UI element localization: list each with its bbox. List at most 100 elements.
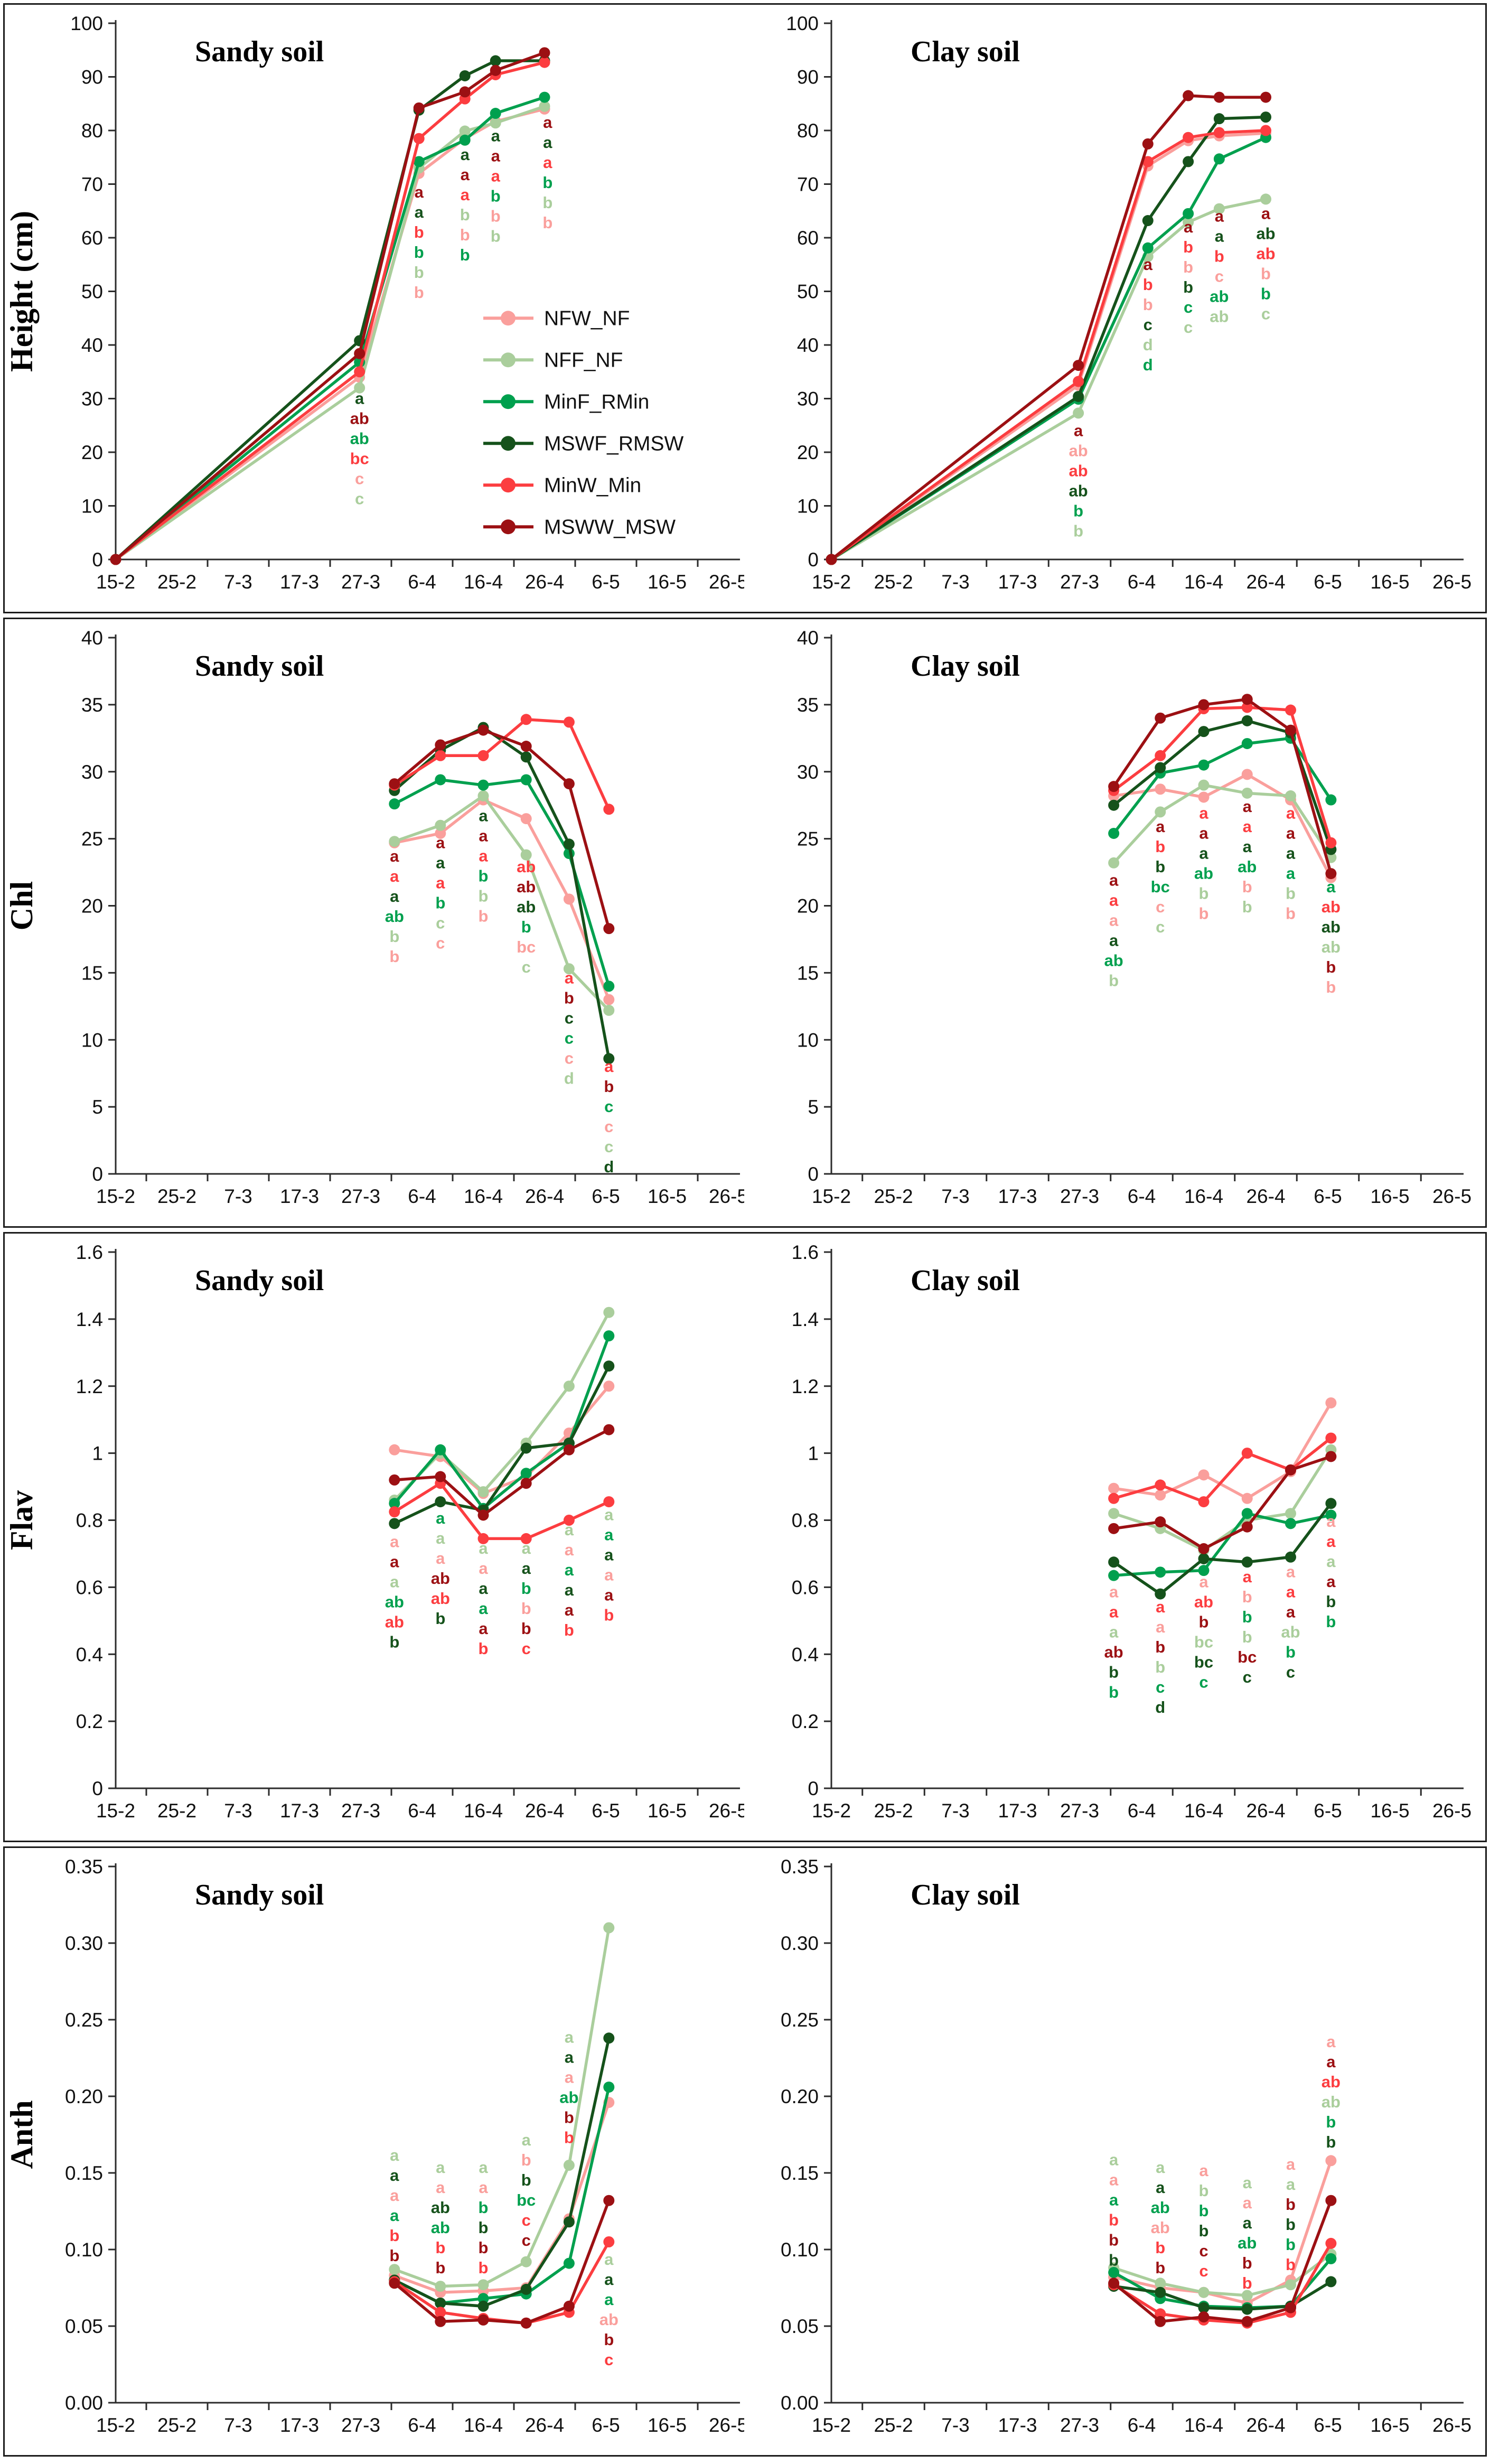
sig-letter: b <box>1109 2230 1119 2249</box>
y-tick-label: 30 <box>797 761 819 782</box>
sig-letter: ab <box>559 2088 578 2106</box>
y-tick-label: 35 <box>797 694 819 715</box>
x-tick-label: 16-4 <box>464 571 503 593</box>
series-marker-MinF <box>459 134 471 146</box>
sig-letter: a <box>604 2250 614 2269</box>
sig-letter: c <box>604 2350 613 2369</box>
sig-letter: b <box>1326 978 1336 996</box>
sig-letter: c <box>1184 318 1193 336</box>
sig-letter: c <box>1199 2261 1208 2280</box>
series-marker-MinF <box>389 798 400 809</box>
sig-letter: b <box>1199 2201 1209 2219</box>
sig-letter: b <box>1073 521 1083 540</box>
y-tick-label: 0.6 <box>792 1576 819 1598</box>
series-marker-MSWF <box>477 2300 489 2312</box>
legend-marker-icon <box>501 394 516 409</box>
sig-letter: ab <box>1322 938 1341 956</box>
sig-letter: b <box>491 186 501 205</box>
sig-letter: ab <box>1256 224 1275 242</box>
sig-letter: b <box>1286 2235 1296 2254</box>
series-marker-MSWW <box>1198 2311 1210 2322</box>
sig-letter: d <box>604 1158 614 1176</box>
series-marker-MSWF <box>603 1360 615 1371</box>
sig-letter: a <box>1109 1582 1119 1601</box>
series-line-NFW <box>393 798 611 1001</box>
series-marker-MinW <box>477 1533 489 1544</box>
x-tick-label: 6-5 <box>1314 1186 1342 1207</box>
x-tick-label: 26-5 <box>709 2414 744 2436</box>
sig-letter: a <box>1286 1602 1296 1621</box>
sig-letter: b <box>604 1077 614 1096</box>
sig-letter: a <box>565 1581 574 1599</box>
x-tick-label: 16-5 <box>648 1800 687 1822</box>
x-tick-label: 25-2 <box>874 2414 913 2436</box>
sig-letter: b <box>389 927 399 945</box>
sig-letter: a <box>543 153 552 171</box>
series-line-MSWW <box>393 2198 611 2325</box>
sig-letter: a <box>479 1619 488 1637</box>
series-marker-MSWW <box>1155 2316 1166 2327</box>
series-marker-MSWF <box>1108 799 1120 811</box>
sig-letter: c <box>1156 917 1165 936</box>
panel-title: Sandy soil <box>195 1264 324 1297</box>
sig-letter: a <box>1326 1552 1336 1571</box>
sig-letter: b <box>414 283 424 301</box>
sig-letter: a <box>565 2048 574 2066</box>
sig-letter: c <box>1199 2241 1208 2260</box>
series-line-MinF <box>393 1334 611 1510</box>
sig-letter: ab <box>1069 481 1088 500</box>
x-tick-label: 17-3 <box>998 1186 1037 1207</box>
panel-title: Sandy soil <box>195 650 324 683</box>
sig-letter: b <box>1155 1637 1165 1656</box>
series-marker-MinF <box>1198 1564 1210 1576</box>
sig-letter: ab <box>1210 287 1229 305</box>
sig-letter: a <box>1199 2161 1208 2179</box>
chart-panel-anth-sandy: 0.00 0.05 0.10 0.15 0.20 0.25 0.30 0.35 15-2 25-2… <box>5 1856 744 2436</box>
x-tick-label: 16-4 <box>1184 1800 1223 1822</box>
sig-letter: ab <box>1322 2073 1341 2091</box>
sig-letter: b <box>1155 2258 1165 2277</box>
y-tick-label: 25 <box>797 828 819 850</box>
sig-letter: b <box>1242 1627 1252 1646</box>
y-tick-label: 30 <box>797 388 819 409</box>
sig-letter: c <box>522 2210 531 2229</box>
series-marker-MinW <box>603 2236 615 2247</box>
x-tick-label: 7-3 <box>941 1186 969 1207</box>
sig-letter: a <box>1156 2178 1165 2197</box>
series-marker-MSWF <box>563 838 575 850</box>
sig-letter: a <box>1199 844 1208 862</box>
series-line-MSWW <box>393 728 611 930</box>
sig-letter: a <box>565 2068 574 2086</box>
chart-panel-height-clay: 0 10 20 30 40 50 60 70 80 90 100 15-2 25-2 7-3 17-3 27-… <box>786 13 1472 593</box>
x-tick-label: 6-5 <box>1314 571 1342 593</box>
sig-letter: b <box>479 1639 489 1657</box>
legend-marker-icon <box>501 519 516 534</box>
x-tick-label: 25-2 <box>874 1800 913 1822</box>
sig-letter: a <box>1326 1532 1336 1551</box>
series-marker-MSWW <box>435 739 446 750</box>
sig-letter: b <box>564 2108 574 2126</box>
series-marker-MSWW <box>603 2195 615 2206</box>
sig-letter: a <box>604 1505 614 1524</box>
y-tick-label: 10 <box>797 1029 819 1051</box>
y-tick-label: 40 <box>797 627 819 649</box>
series-marker-MSWF <box>1155 1588 1166 1600</box>
legend-item-NFW: NFW_NF <box>483 307 630 330</box>
series-marker-MinW <box>520 713 532 725</box>
sig-letter: b <box>1199 884 1209 902</box>
y-tick-label: 0.30 <box>781 1933 819 1954</box>
series-marker-NFF <box>1198 2286 1210 2298</box>
series-marker-MinW <box>354 366 366 377</box>
series-marker-MinF <box>563 2257 575 2269</box>
x-tick-label: 16-5 <box>1370 1186 1409 1207</box>
sig-letter: b <box>1155 837 1165 855</box>
sig-letter: b <box>1286 2255 1296 2274</box>
x-tick-label: 25-2 <box>157 1800 196 1822</box>
sig-letter: b <box>1199 904 1209 922</box>
series-marker-MSWW <box>520 2317 532 2329</box>
series-line-MinW <box>393 717 611 811</box>
x-tick-label: 26-5 <box>1432 571 1472 593</box>
sig-letter: a <box>1199 804 1208 822</box>
series-marker-MinF <box>490 107 501 119</box>
sig-letter: ab <box>1322 2093 1341 2111</box>
